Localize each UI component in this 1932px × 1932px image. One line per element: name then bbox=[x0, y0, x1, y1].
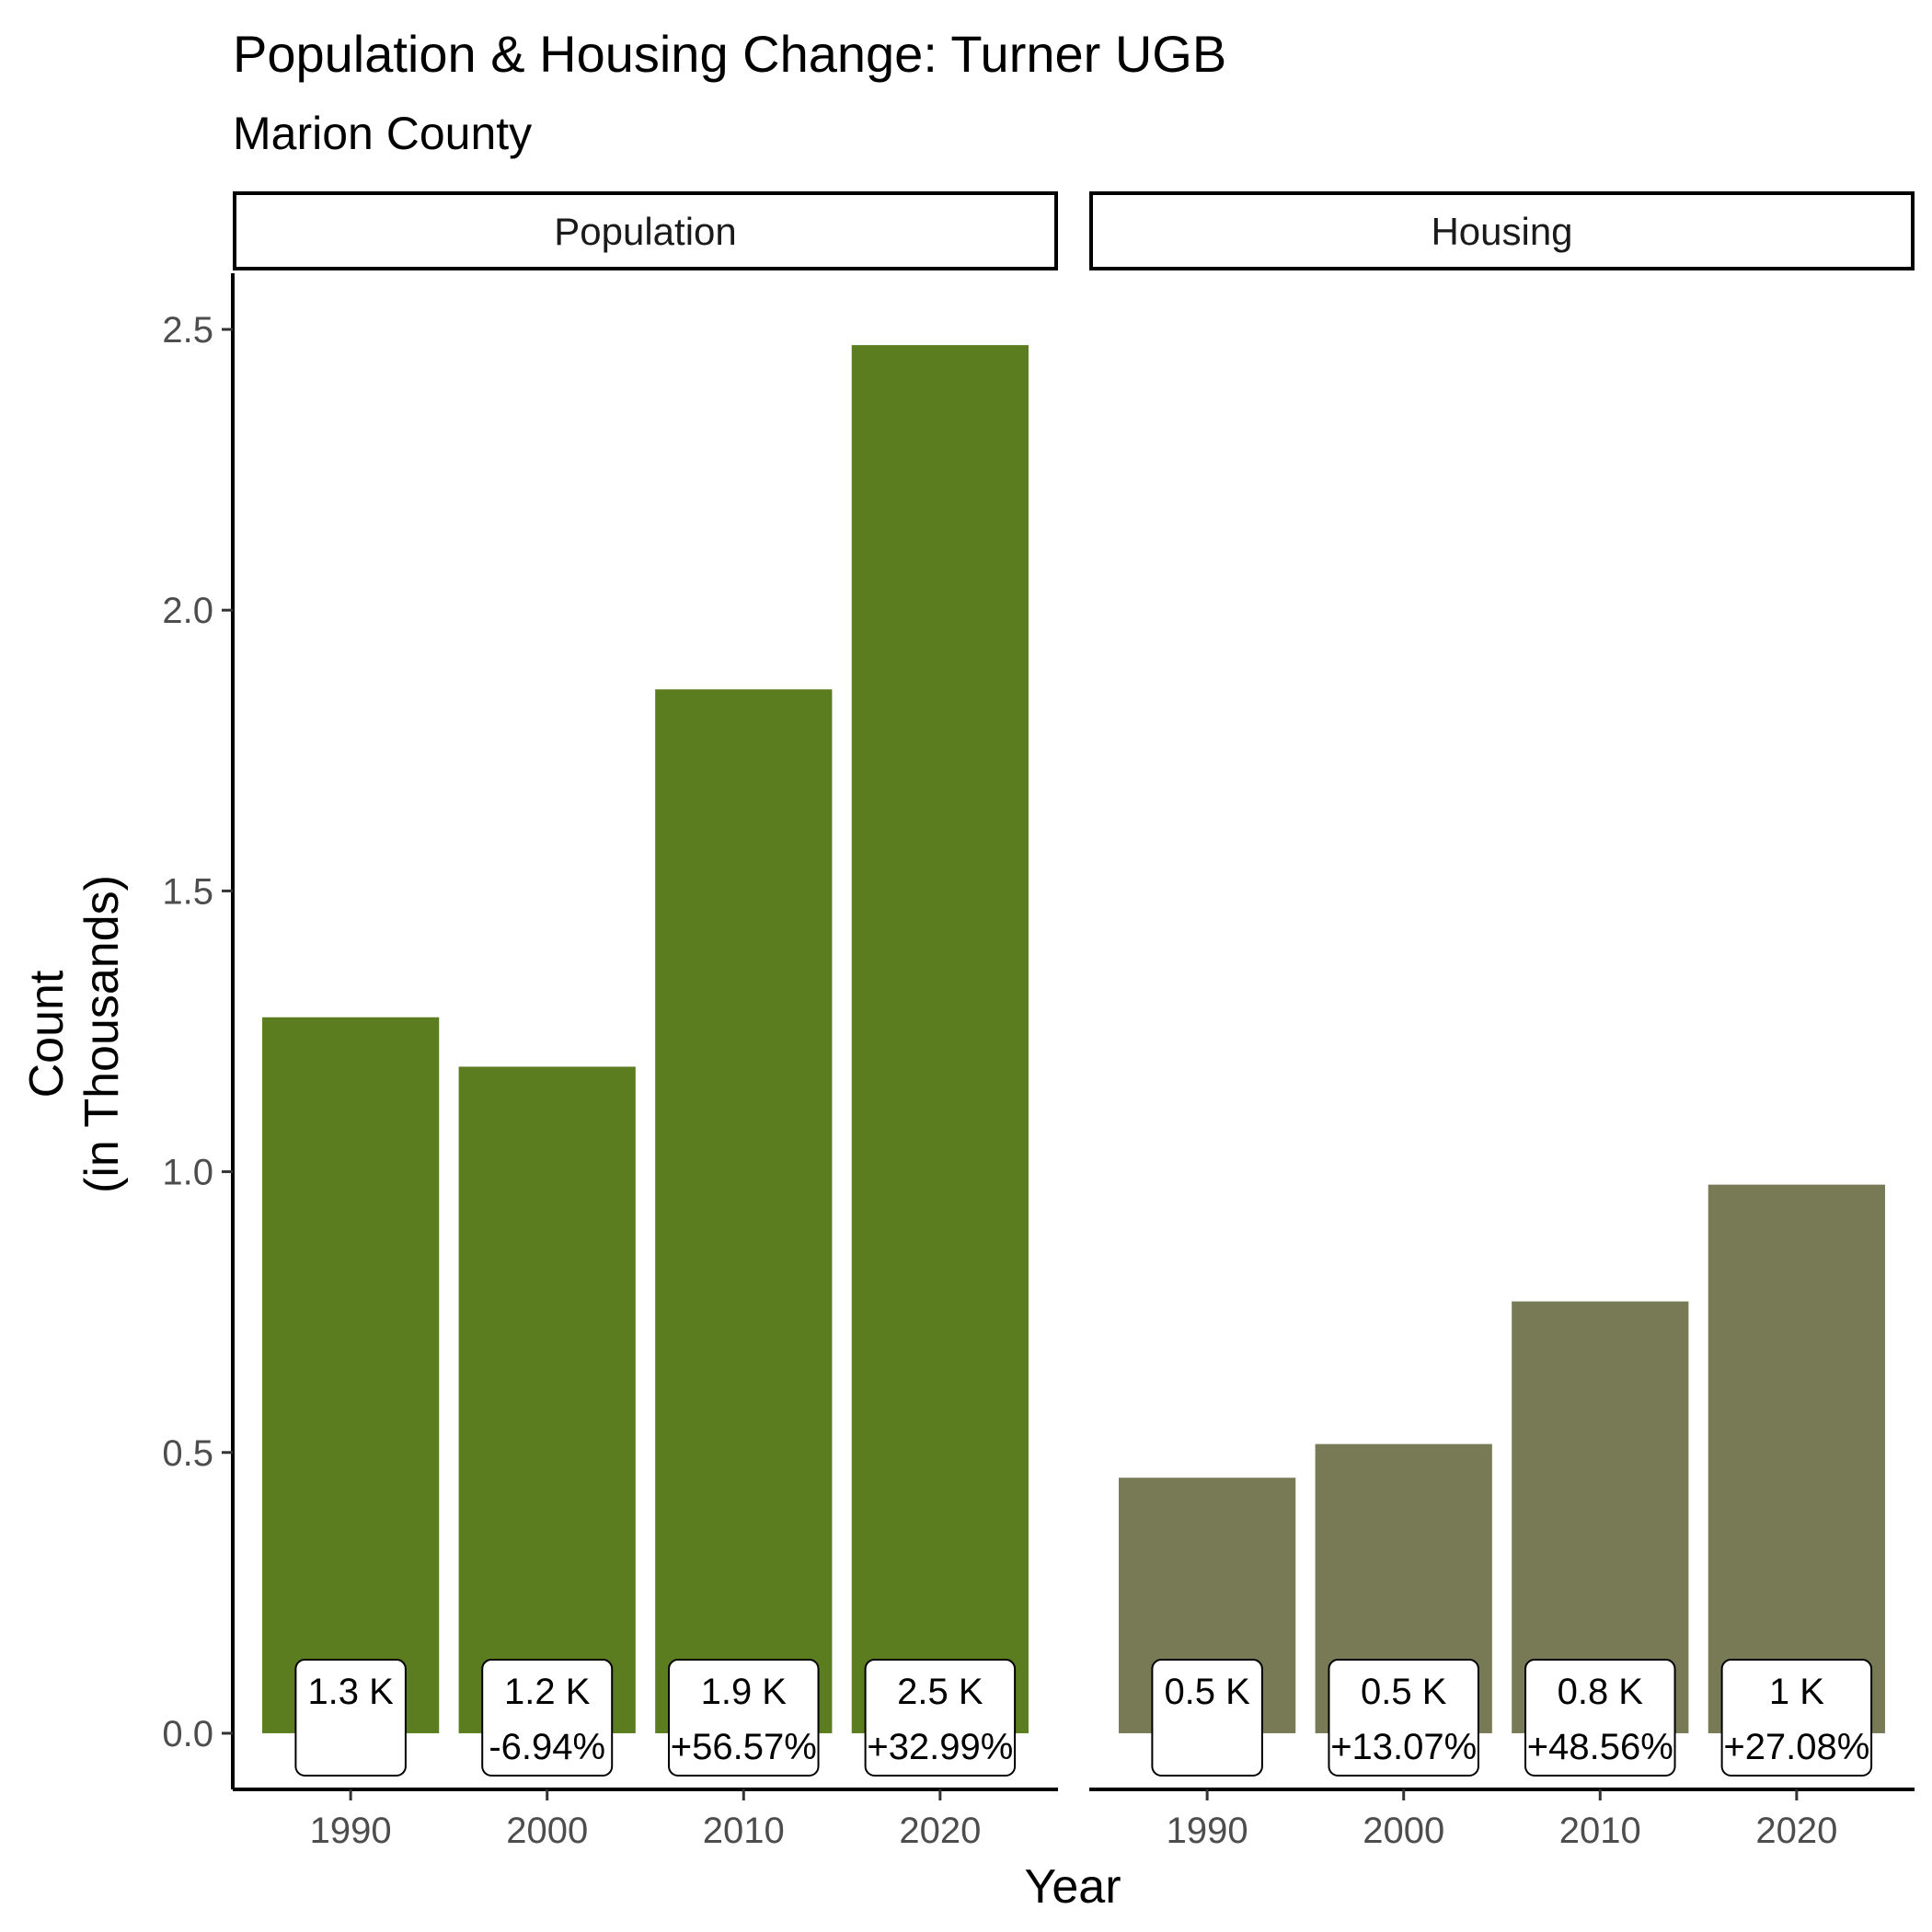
data-label-box bbox=[1151, 1659, 1263, 1777]
data-label-change: +13.07% bbox=[1330, 1727, 1477, 1767]
data-label: 0.8 K +48.56% bbox=[1524, 1659, 1676, 1777]
facet-strip bbox=[233, 191, 1058, 270]
data-label: 0.5 K +13.07% bbox=[1328, 1659, 1479, 1777]
y-tick-label: 2.0 bbox=[162, 591, 213, 631]
data-label-box bbox=[1328, 1659, 1479, 1777]
x-tick-label: 2000 bbox=[506, 1811, 588, 1851]
data-label-box bbox=[864, 1659, 1017, 1777]
data-label-value: 0.5 K bbox=[1361, 1672, 1447, 1712]
data-label-change: -6.94% bbox=[489, 1727, 605, 1767]
bar-population-1990 bbox=[262, 1017, 440, 1733]
chart-subtitle: Marion County bbox=[233, 108, 532, 159]
y-axis-title: Count(in Thousands) bbox=[20, 875, 129, 1193]
data-label: 1.9 K +56.57% bbox=[668, 1659, 820, 1777]
y-tick-label: 0.5 bbox=[162, 1433, 213, 1474]
data-label: 2.5 K +32.99% bbox=[864, 1659, 1017, 1777]
data-label: 1.3 K bbox=[294, 1659, 407, 1777]
data-label-change: +32.99% bbox=[867, 1727, 1013, 1767]
data-label-value: 1.2 K bbox=[504, 1672, 591, 1712]
data-label-value: 1.3 K bbox=[307, 1672, 394, 1712]
bar-population-2000 bbox=[458, 1066, 636, 1733]
y-tick-label: 1.0 bbox=[162, 1153, 213, 1193]
data-label-change: +48.56% bbox=[1527, 1727, 1673, 1767]
x-tick-label: 2010 bbox=[1559, 1811, 1641, 1851]
x-tick-label: 2000 bbox=[1363, 1811, 1444, 1851]
data-label-value: 0.5 K bbox=[1164, 1672, 1250, 1712]
facet-strip bbox=[1089, 191, 1915, 270]
data-label-value: 1 K bbox=[1769, 1672, 1824, 1712]
data-label-box bbox=[1524, 1659, 1676, 1777]
data-label: 1 K +27.08% bbox=[1720, 1659, 1873, 1777]
data-label-box bbox=[294, 1659, 407, 1777]
data-label-value: 0.8 K bbox=[1558, 1672, 1644, 1712]
x-tick-label: 2020 bbox=[899, 1811, 981, 1851]
data-label-value: 1.9 K bbox=[701, 1672, 788, 1712]
bar-population-2020 bbox=[851, 345, 1029, 1733]
y-tick-label: 0.0 bbox=[162, 1714, 213, 1754]
x-tick-label: 2020 bbox=[1755, 1811, 1837, 1851]
x-tick-label: 2010 bbox=[703, 1811, 785, 1851]
bar-housing-2020 bbox=[1708, 1184, 1885, 1733]
data-label-box bbox=[1720, 1659, 1873, 1777]
y-tick-label: 2.5 bbox=[162, 310, 213, 351]
data-label: 1.2 K -6.94% bbox=[481, 1659, 614, 1777]
x-axis-title: Year bbox=[1024, 1860, 1121, 1914]
bar-population-2010 bbox=[655, 689, 833, 1733]
data-label: 0.5 K bbox=[1151, 1659, 1263, 1777]
facet-panels: Population 1.3 K 1.2 K -6.94% 1.9 K +56.57% 2.… bbox=[233, 191, 1915, 1851]
facet-strip-label: Housing bbox=[1431, 210, 1572, 253]
data-label-box bbox=[668, 1659, 820, 1777]
data-label-change: +27.08% bbox=[1723, 1727, 1869, 1767]
x-tick-label: 1990 bbox=[310, 1811, 392, 1851]
x-tick-label: 1990 bbox=[1167, 1811, 1248, 1851]
data-label-box bbox=[481, 1659, 614, 1777]
y-axis-title-line: (in Thousands) bbox=[75, 875, 129, 1193]
y-axis: 0.0 0.5 1.0 1.5 2.0 2.5 bbox=[162, 273, 235, 1789]
panel-population: Population 1.3 K 1.2 K -6.94% 1.9 K +56.57% 2.… bbox=[233, 191, 1058, 1851]
y-tick-label: 1.5 bbox=[162, 871, 213, 912]
chart-title: Population & Housing Change: Turner UGB bbox=[233, 25, 1226, 83]
y-axis-title-line: Count bbox=[20, 970, 74, 1098]
facet-strip-label: Population bbox=[554, 210, 737, 253]
panel-housing: Housing 0.5 K 0.5 K +13.07% 0.8 K +48.56% 1 K +… bbox=[1089, 191, 1915, 1851]
data-label-value: 2.5 K bbox=[897, 1672, 983, 1712]
data-label-change: +56.57% bbox=[671, 1727, 817, 1767]
